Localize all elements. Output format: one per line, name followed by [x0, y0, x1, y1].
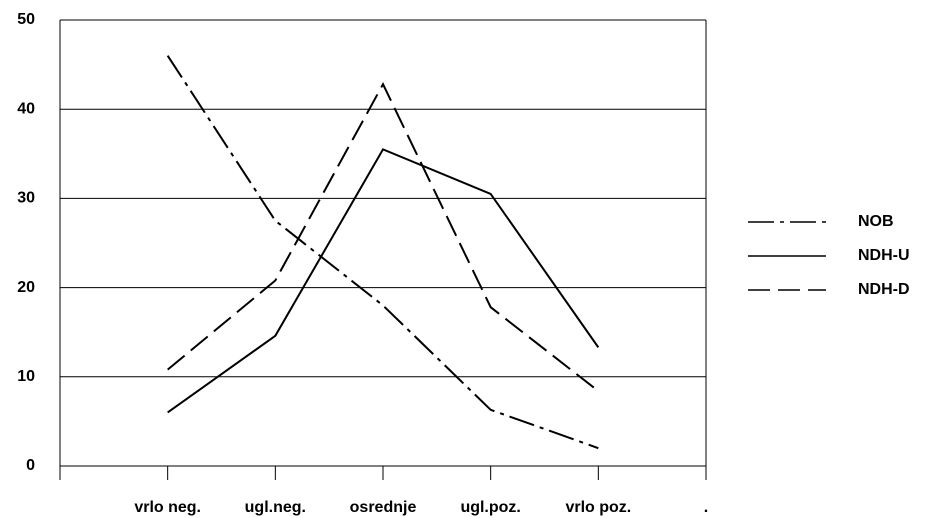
legend-label: NOB — [858, 213, 894, 230]
x-tick-label: vrlo neg. — [134, 499, 201, 516]
x-tick-label: vrlo poz. — [565, 499, 631, 516]
x-tick-label: ugl.poz. — [460, 499, 520, 516]
series-line — [167, 82, 599, 392]
series-line — [166, 55, 599, 450]
y-tick-label: 40 — [17, 100, 35, 117]
legend-label: NDH-U — [858, 247, 910, 264]
y-tick-label: 0 — [26, 457, 35, 474]
y-tick-label: 10 — [17, 368, 35, 385]
x-tick-label: ugl.neg. — [245, 499, 306, 516]
y-tick-label: 30 — [17, 190, 35, 207]
legend-label: NDH-D — [858, 281, 910, 298]
x-tick-label: osrednje — [350, 499, 417, 516]
y-tick-label: 20 — [17, 279, 35, 296]
y-tick-label: 50 — [17, 11, 35, 28]
x-tick-label: . — [704, 499, 708, 516]
series-line — [167, 148, 600, 414]
